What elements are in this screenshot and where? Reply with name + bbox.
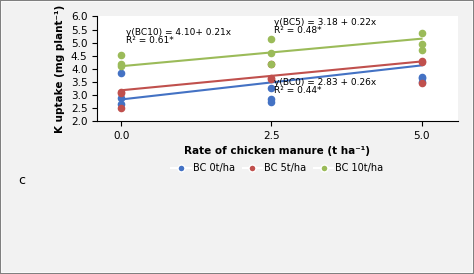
Text: y(BC0) = 2.83 + 0.26x: y(BC0) = 2.83 + 0.26x	[274, 78, 377, 87]
Point	[118, 64, 125, 68]
Point	[118, 96, 125, 100]
Point	[418, 60, 425, 64]
X-axis label: Rate of chicken manure (t ha⁻¹): Rate of chicken manure (t ha⁻¹)	[184, 146, 370, 156]
Point	[418, 81, 425, 85]
Point	[418, 31, 425, 36]
Point	[268, 99, 275, 104]
Point	[118, 53, 125, 57]
Point	[118, 105, 125, 110]
Point	[418, 80, 425, 84]
Text: y(BC10) = 4.10+ 0.21x: y(BC10) = 4.10+ 0.21x	[126, 28, 231, 37]
Point	[418, 75, 425, 79]
Y-axis label: K uptake (mg plant⁻¹): K uptake (mg plant⁻¹)	[55, 5, 65, 133]
Point	[268, 37, 275, 42]
Legend: BC 0t/ha, BC 5t/ha, BC 10t/ha: BC 0t/ha, BC 5t/ha, BC 10t/ha	[167, 159, 387, 177]
Point	[118, 101, 125, 106]
Text: R² = 0.44*: R² = 0.44*	[274, 86, 322, 95]
Point	[268, 61, 275, 66]
Point	[418, 47, 425, 52]
Point	[118, 62, 125, 66]
Text: y(BC5) = 3.18 + 0.22x: y(BC5) = 3.18 + 0.22x	[274, 18, 377, 27]
Text: R² = 0.48*: R² = 0.48*	[274, 25, 322, 35]
Text: R² = 0.61*: R² = 0.61*	[126, 36, 174, 45]
Point	[118, 90, 125, 95]
Point	[418, 76, 425, 80]
Point	[118, 70, 125, 75]
Point	[268, 77, 275, 81]
Point	[268, 61, 275, 66]
Point	[118, 91, 125, 95]
Point	[268, 51, 275, 55]
Text: c: c	[18, 173, 25, 187]
Point	[268, 97, 275, 102]
Point	[418, 41, 425, 46]
Point	[418, 59, 425, 63]
Point	[268, 76, 275, 80]
Point	[268, 86, 275, 91]
